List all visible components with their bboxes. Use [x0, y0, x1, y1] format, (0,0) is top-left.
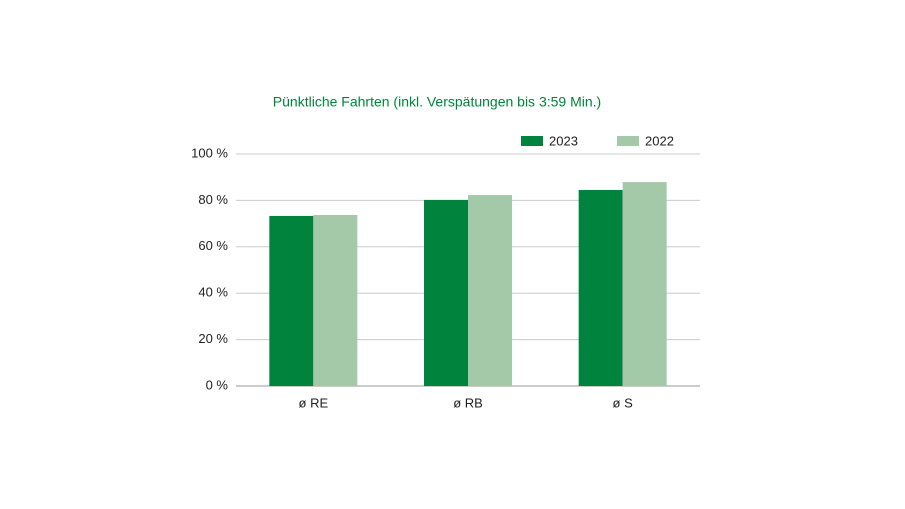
y-tick-label: 20 % [198, 331, 228, 346]
bar [269, 215, 314, 386]
bar [468, 195, 512, 386]
legend-swatch [617, 136, 639, 146]
y-tick-label: 80 % [198, 192, 228, 207]
legend-label: 2022 [645, 133, 674, 148]
bar [424, 199, 468, 386]
y-tick-label: 60 % [198, 238, 228, 253]
y-tick-label: 0 % [206, 377, 229, 392]
x-tick-label: ø S [613, 395, 634, 410]
y-tick-label: 100 % [191, 145, 228, 160]
legend-label: 2023 [549, 133, 578, 148]
y-tick-label: 40 % [198, 285, 228, 300]
x-tick-label: ø RE [299, 395, 329, 410]
bar [622, 182, 667, 386]
bar [313, 215, 358, 386]
legend-swatch [521, 136, 543, 146]
x-tick-label: ø RB [453, 395, 483, 410]
bar [578, 189, 623, 386]
chart-title: Pünktliche Fahrten (inkl. Verspätungen b… [273, 94, 601, 110]
